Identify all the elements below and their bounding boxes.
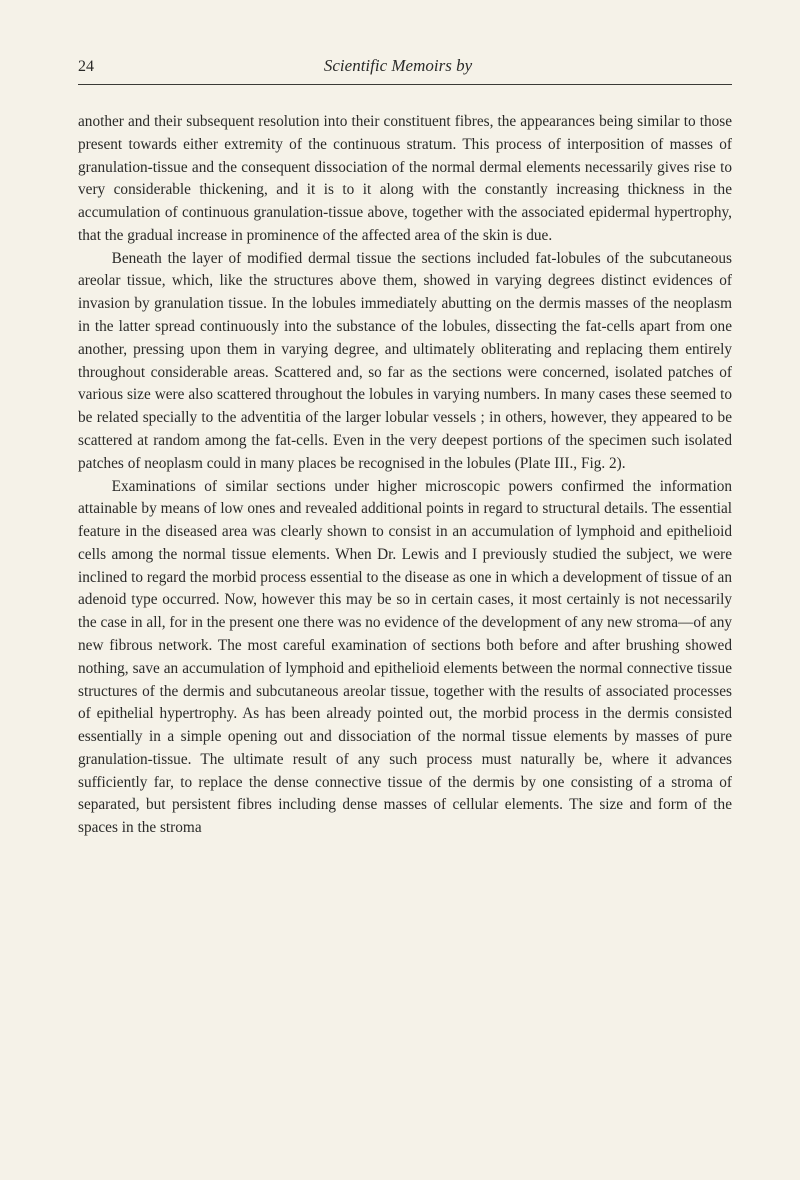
page-header: 24 Scientific Memoirs by [78, 56, 732, 76]
paragraph-3: Examinations of similar sections under h… [78, 476, 732, 841]
running-title: Scientific Memoirs by [94, 56, 732, 76]
paragraph-2: Beneath the layer of modified dermal tis… [78, 248, 732, 476]
page-number: 24 [78, 58, 94, 76]
header-rule [78, 84, 732, 85]
body-text-block: another and their subsequent resolution … [78, 111, 732, 840]
paragraph-1: another and their subsequent resolution … [78, 111, 732, 248]
